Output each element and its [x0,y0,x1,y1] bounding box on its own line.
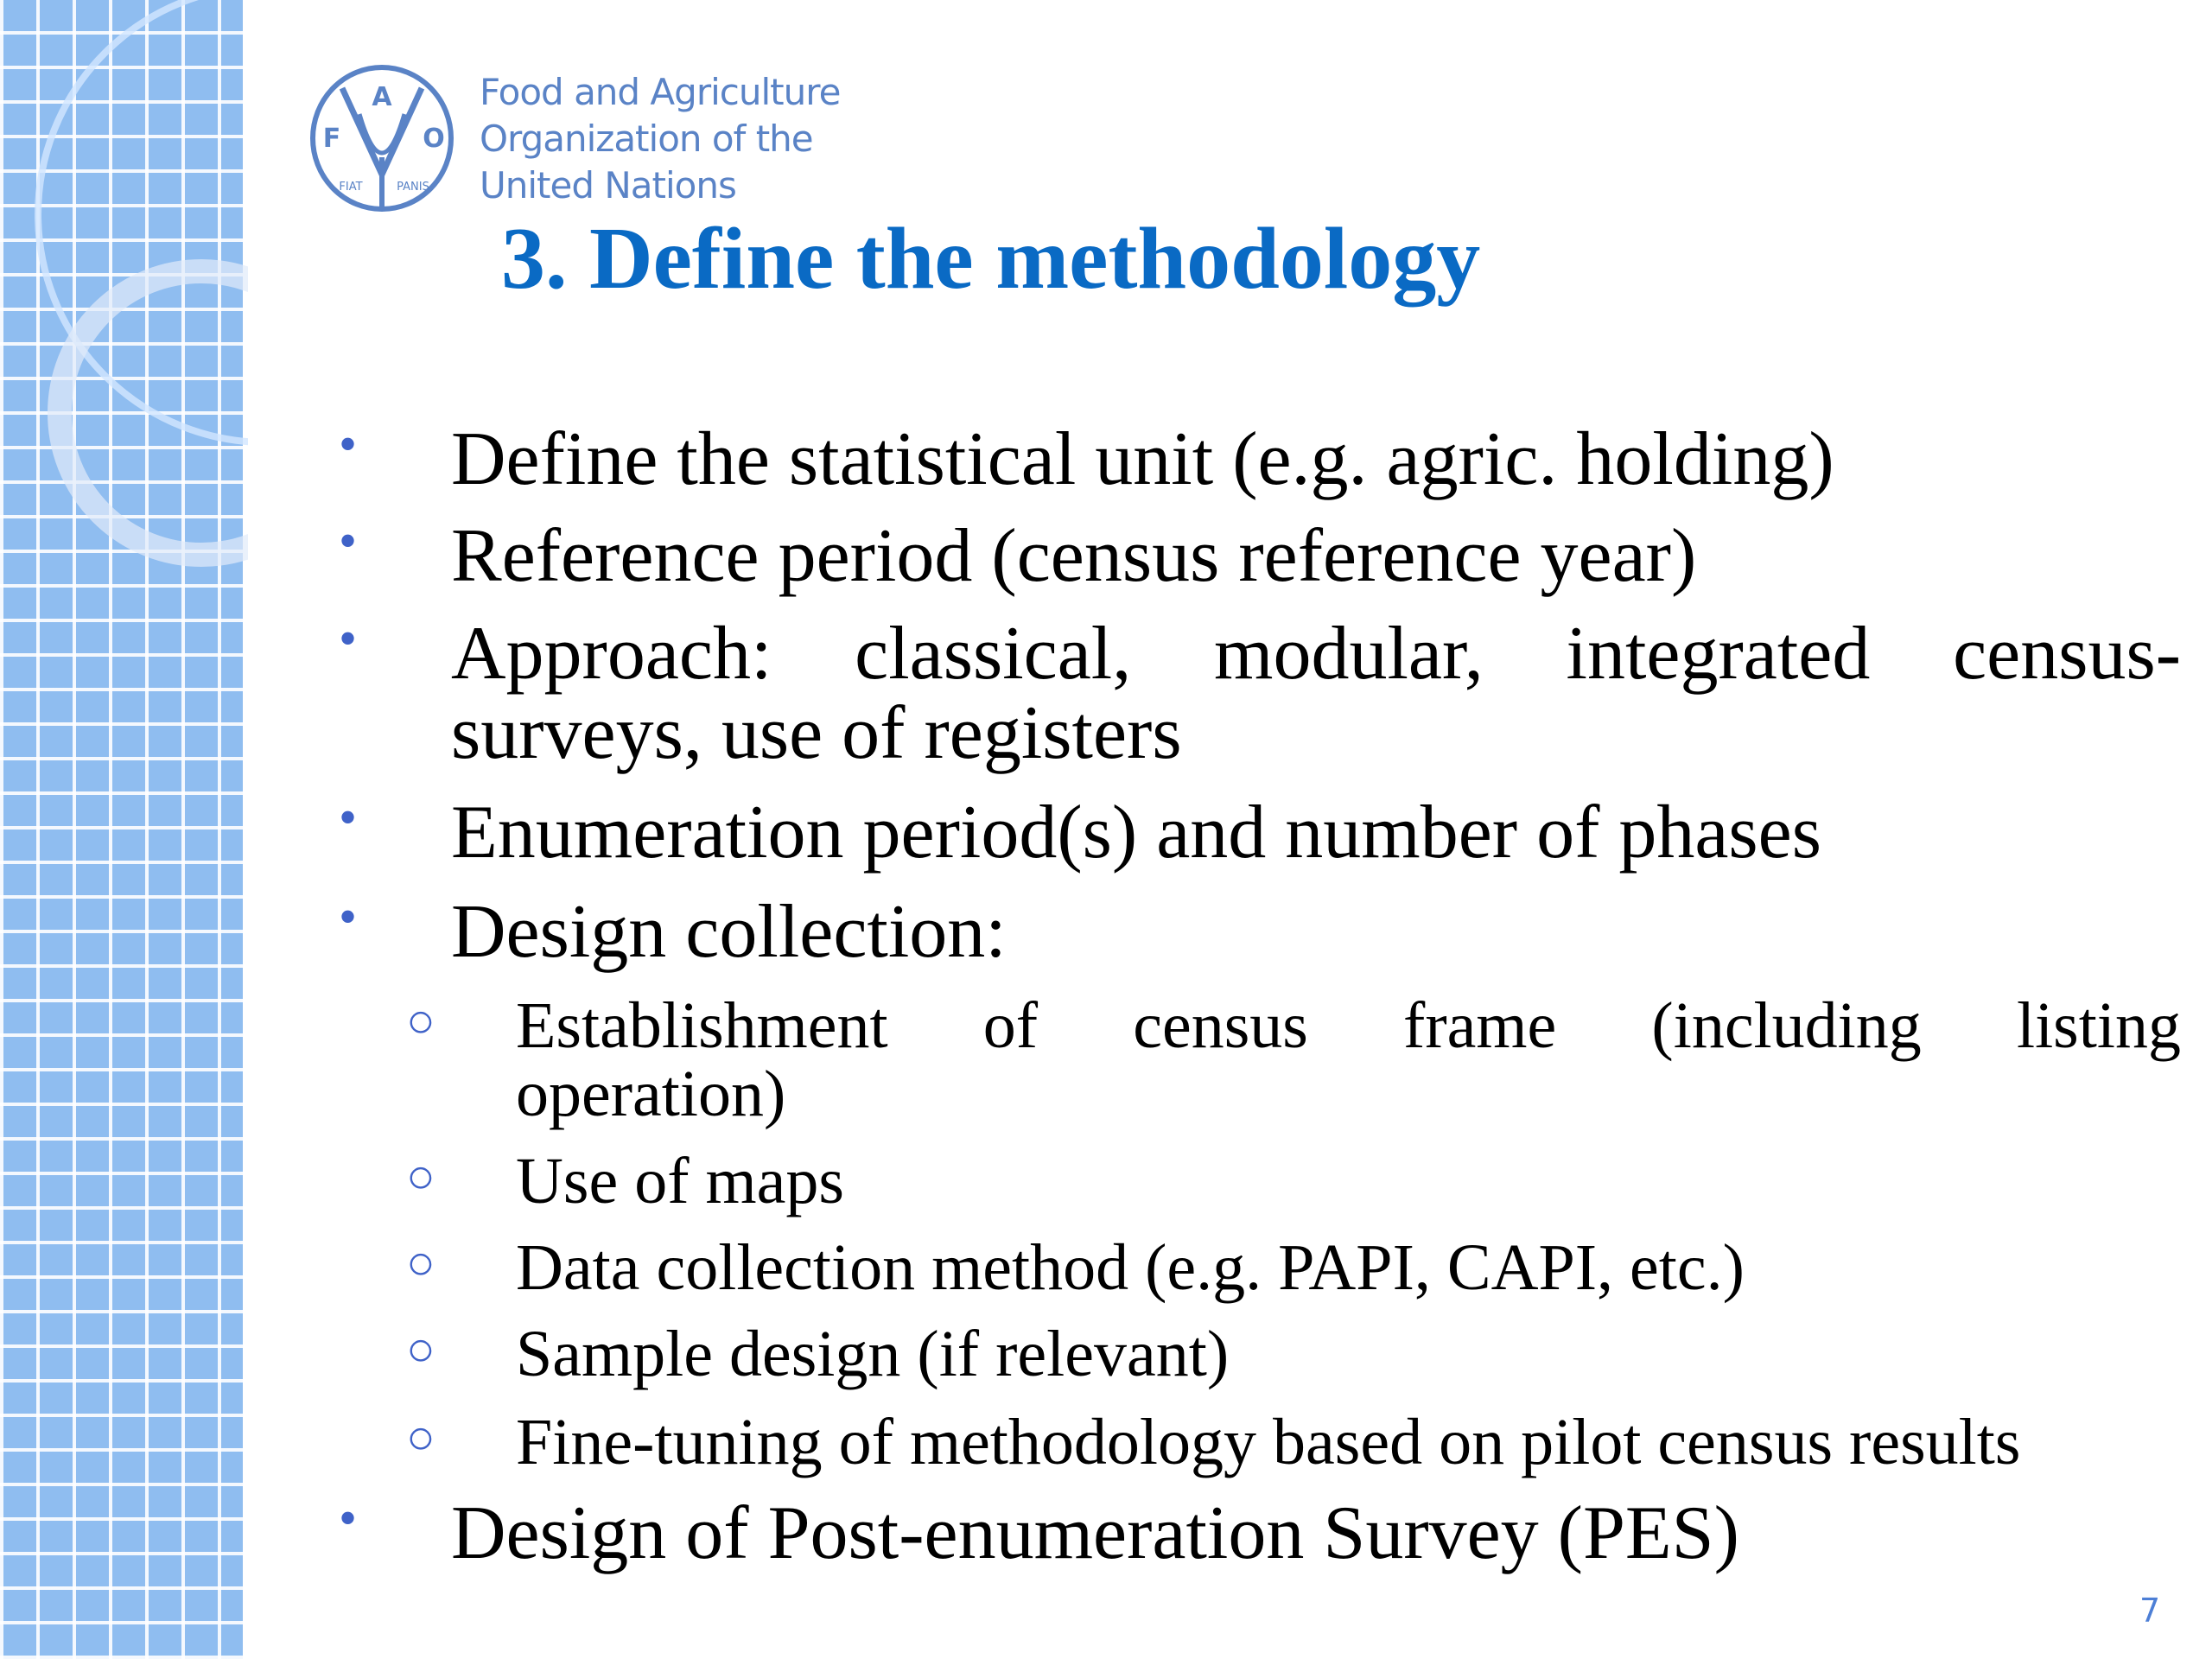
organization-name: Food and Agriculture Organization of the… [480,69,841,209]
svg-text:PANIS: PANIS [397,181,429,194]
org-name-line: Food and Agriculture [480,71,841,113]
list-item: Design collection: [451,890,1007,974]
svg-text:O: O [423,124,445,154]
list-item: Reference period (census reference year) [451,514,1697,598]
bullet-icon: • [339,512,358,569]
org-name-line: United Nations [480,164,737,207]
circle-bullet-icon: ○ [406,995,435,1048]
sub-list-item: Sample design (if relevant) [516,1318,1230,1390]
bullet-icon: • [339,1490,358,1547]
sub-list-item: Establishment of census frame (including… [516,989,2181,1062]
list-item: Approach: classical, modular, integrated… [451,612,2181,696]
list-item: Design of Post-enumeration Survey (PES) [451,1491,1739,1575]
slide-title: 3. Define the methodology [501,210,1481,308]
sub-list-item: Fine-tuning of methodology based on pilo… [516,1406,2021,1478]
circle-bullet-icon: ○ [406,1411,435,1465]
svg-text:FIAT: FIAT [339,181,362,194]
list-item: Define the statistical unit (e.g. agric.… [451,417,1834,501]
bullet-icon: • [339,789,358,846]
circle-bullet-icon: ○ [406,1323,435,1376]
bullet-icon: • [339,888,358,945]
list-item-continuation: surveys, use of registers [451,691,1182,775]
sub-list-item: Use of maps [516,1145,844,1217]
list-item: Enumeration period(s) and number of phas… [451,791,1821,874]
circle-bullet-icon: ○ [406,1236,435,1290]
fao-logo: A F O FIAT PANIS [310,65,454,212]
svg-text:F: F [323,124,341,154]
sub-list-item: Data collection method (e.g. PAPI, CAPI,… [516,1231,1745,1304]
decorative-grid-strip [0,0,248,1659]
bullet-icon: • [339,610,358,667]
circle-bullet-icon: ○ [406,1150,435,1204]
sub-list-item-continuation: operation) [516,1058,786,1130]
svg-text:A: A [372,82,392,112]
org-name-line: Organization of the [480,118,814,160]
page-number: 7 [2139,1592,2161,1630]
bullet-icon: • [339,416,358,473]
